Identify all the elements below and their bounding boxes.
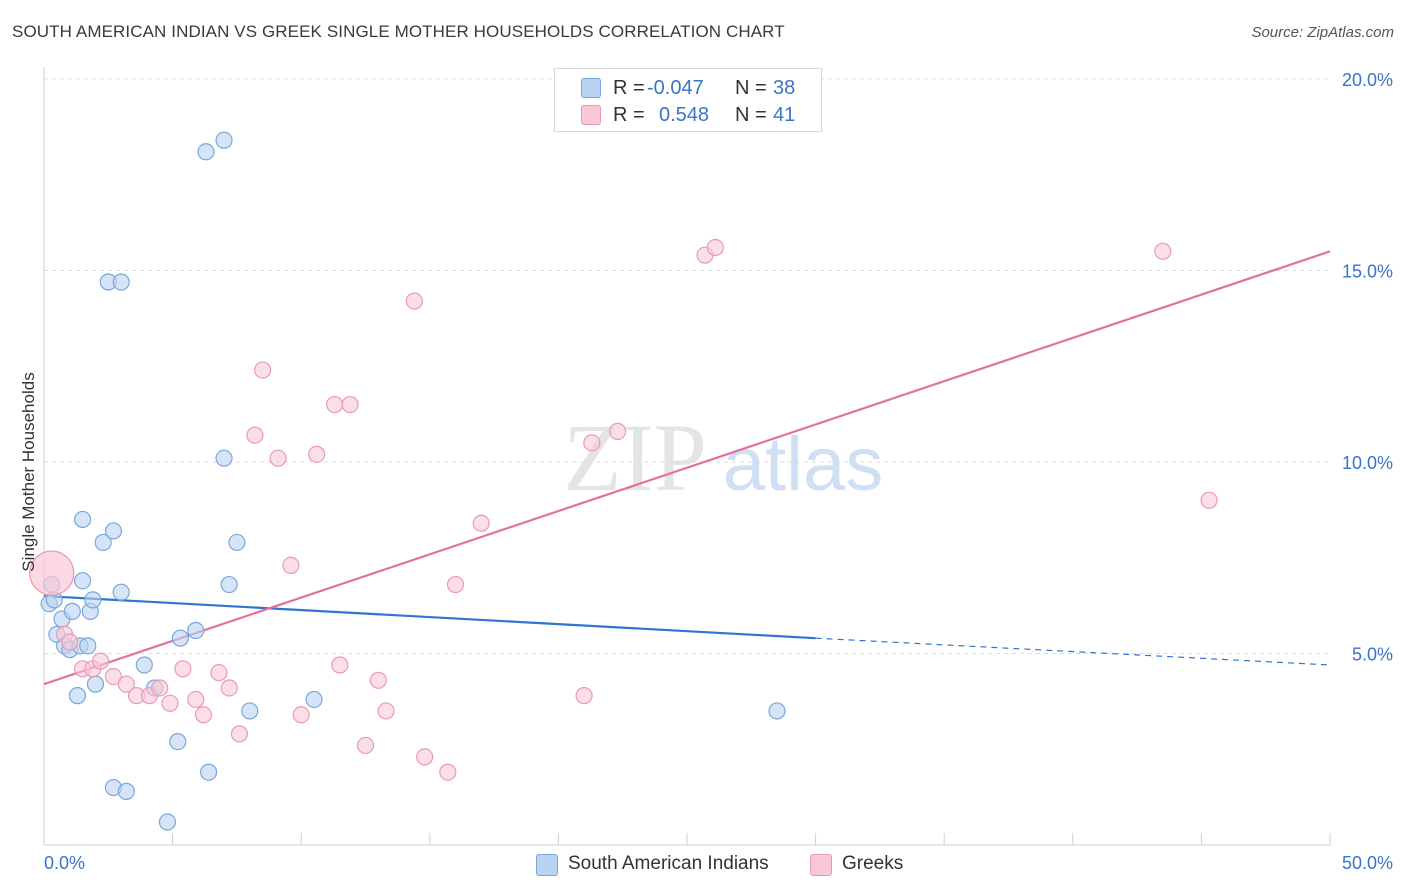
blue-point (73, 572, 92, 590)
blue-point (768, 702, 786, 720)
legend-row-greeks: R = 0.548 N = 41 (555, 101, 821, 127)
blue-point (73, 510, 92, 529)
x-tick-label: 50.0% (1342, 853, 1393, 873)
pink-point (331, 656, 349, 674)
pink-point (1154, 242, 1172, 260)
pink-swatch (810, 854, 832, 876)
pink-point (369, 671, 387, 689)
pink-trendline (43, 250, 1331, 686)
blue-point (94, 533, 112, 552)
blue-point (79, 637, 97, 655)
pink-point (91, 652, 110, 670)
pink-point (161, 694, 179, 712)
pink-point (230, 725, 249, 743)
y-tick-label: 15.0% (1342, 262, 1393, 282)
pink-point (326, 395, 344, 414)
blue-trendline (43, 594, 816, 640)
pink-point (61, 633, 79, 651)
pink-point (583, 434, 601, 452)
blue-point (215, 449, 233, 467)
pink-point (210, 664, 228, 682)
legend-r-label: R = (613, 77, 645, 99)
pink-point (220, 679, 238, 697)
x-tick-label: 0.0% (44, 853, 85, 873)
blue-point (197, 143, 215, 161)
pink-point (246, 426, 264, 444)
blue-point (117, 782, 135, 800)
pink-point (282, 556, 300, 575)
pink-point (194, 706, 213, 724)
pink-point (308, 445, 326, 463)
blue-point (171, 629, 189, 647)
blue-point (187, 621, 205, 640)
blue-point (104, 522, 123, 540)
bottom-legend-label: South American Indians (568, 853, 769, 874)
blue-point (112, 273, 130, 291)
legend-n-value: 38 (773, 77, 796, 99)
pink-point (117, 675, 135, 693)
pink-point (706, 238, 724, 257)
pink-point (472, 514, 490, 532)
legend-r-value: -0.047 (647, 77, 704, 99)
blue-point (220, 575, 238, 594)
blue-point (63, 602, 81, 620)
y-tick-label: 20.0% (1342, 70, 1393, 90)
pink-point (575, 687, 593, 705)
pink-point (1200, 491, 1218, 509)
chart-title: SOUTH AMERICAN INDIAN VS GREEK SINGLE MO… (12, 22, 785, 41)
blue-trendline-extension (815, 637, 1331, 666)
legend-r-value: 0.548 (659, 104, 710, 126)
pink-point (269, 449, 287, 467)
pink-point (608, 422, 627, 440)
pink-point (377, 702, 395, 720)
blue-point (112, 583, 130, 601)
blue-point (228, 533, 246, 552)
pink-point (187, 690, 205, 709)
blue-point (68, 687, 87, 705)
legend-r-label: R = (613, 104, 645, 126)
pink-point (416, 748, 434, 766)
legend-n-value: 41 (773, 104, 796, 126)
pink-point (356, 736, 375, 755)
blue-point (305, 690, 323, 709)
blue-point (241, 702, 259, 720)
blue-point (135, 656, 153, 674)
pink-point (446, 575, 465, 594)
blue-swatch (581, 78, 601, 98)
y-axis-label: Single Mother Households (19, 372, 38, 571)
pink-point (292, 706, 310, 724)
blue-point (84, 591, 102, 609)
pink-point (151, 679, 169, 697)
pink-point (341, 395, 359, 414)
watermark-atlas: atlas (723, 422, 884, 507)
blue-point (158, 813, 177, 831)
y-tick-label: 10.0% (1342, 453, 1393, 473)
legend-row-south-american-indians: R = -0.047 N = 38 (555, 74, 821, 100)
stats-legend: R = -0.047 N = 38 R = 0.548 N = 41 (554, 68, 822, 132)
blue-point (215, 131, 233, 149)
blue-point (169, 732, 187, 751)
pink-point (174, 660, 192, 678)
pink-point (439, 763, 457, 781)
legend-n-label: N = (735, 104, 767, 126)
blue-point (86, 675, 105, 693)
y-tick-label: 5.0% (1352, 645, 1393, 665)
blue-swatch (536, 854, 558, 876)
bottom-legend-label: Greeks (842, 853, 904, 874)
pink-point (254, 361, 272, 379)
pink-point (29, 550, 75, 596)
source-label: Source: ZipAtlas.com (1251, 24, 1394, 41)
blue-point (200, 763, 218, 781)
watermark-zip: ZIP (563, 404, 707, 511)
legend-n-label: N = (735, 77, 767, 99)
pink-point (405, 292, 423, 310)
pink-swatch (581, 105, 601, 125)
pink-point (104, 667, 123, 686)
